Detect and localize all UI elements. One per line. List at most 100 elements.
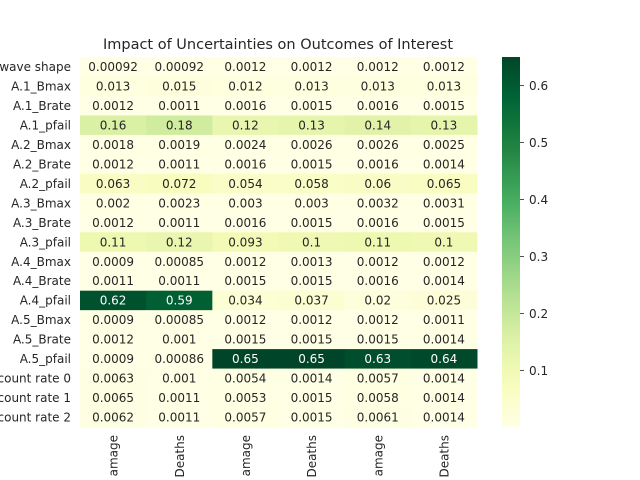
cell-value-label: 0.0011: [92, 274, 134, 288]
heatmap-cell: [278, 310, 346, 331]
heatmap-cell: [212, 232, 279, 253]
heatmap-cell: [410, 76, 478, 97]
cell-value-label: 0.0011: [158, 216, 200, 230]
heatmap-cell: [278, 134, 346, 155]
cell-value-label: 0.013: [427, 80, 461, 94]
heatmap-cell: [410, 368, 478, 389]
cell-value-label: 0.0015: [224, 274, 266, 288]
heatmap-cell: [278, 290, 346, 311]
column-tick-label: amage: [107, 435, 121, 476]
cell-value-label: 0.0057: [224, 411, 266, 425]
heatmap-cell: [278, 232, 346, 253]
heatmap-cell: [80, 368, 147, 389]
heatmap-cell: [80, 57, 147, 77]
row-tick-label: count rate 1: [0, 391, 71, 405]
cell-value-label: 0.0012: [291, 313, 333, 327]
heatmap-cell: [212, 271, 279, 292]
colorbar: 0.1 0.2 0.3 0.4 0.5 0.6: [502, 57, 548, 427]
row-tick-label: count rate 2: [0, 411, 71, 425]
colorbar-tick-label: 0.4: [529, 193, 548, 207]
cell-value-label: 0.16: [100, 118, 127, 132]
column-tick-label: Deaths: [173, 435, 187, 478]
heatmap-cell: [410, 115, 478, 136]
heatmap-cell: [80, 329, 147, 350]
heatmap-cell: [146, 154, 213, 175]
cell-value-label: 0.002: [96, 196, 130, 210]
cell-value-label: 0.012: [228, 80, 262, 94]
heatmap-cell: [344, 232, 412, 253]
cell-value-label: 0.054: [228, 177, 262, 191]
heatmap-cell: [212, 134, 279, 155]
cell-value-label: 0.0014: [423, 411, 465, 425]
row-tick-label: A.2_Bmax: [11, 138, 71, 152]
cell-value-label: 0.0023: [158, 196, 200, 210]
row-labels: wave shape A.1_Bmax A.1_Brate A.1_pfail A.2_…: [0, 60, 71, 425]
heatmap-cell: [344, 193, 412, 214]
heatmap-cell: [278, 193, 346, 214]
cell-value-label: 0.00085: [154, 255, 204, 269]
cell-value-label: 0.0015: [423, 216, 465, 230]
cell-value-label: 0.0012: [357, 313, 399, 327]
heatmap-cell: [410, 95, 478, 116]
heatmap-cells: 0.00092 0.00092 0.0012 0.0012 0.0012 0.0012 0.…: [80, 57, 478, 428]
heatmap-cell: [410, 271, 478, 292]
cell-value-label: 0.0062: [92, 411, 134, 425]
cell-value-label: 0.65: [298, 352, 325, 366]
heatmap-cell: [278, 388, 346, 409]
heatmap-cell: [80, 115, 147, 136]
heatmap-cell: [146, 368, 213, 389]
heatmap-cell: [80, 271, 147, 292]
heatmap-cell: [410, 310, 478, 331]
heatmap-cell: [344, 115, 412, 136]
cell-value-label: 0.00086: [154, 352, 204, 366]
cell-value-label: 0.0016: [224, 157, 266, 171]
cell-value-label: 0.0057: [357, 372, 399, 386]
cell-value-label: 0.0065: [92, 391, 134, 405]
heatmap-cell: [80, 134, 147, 155]
cell-value-label: 0.0014: [423, 274, 465, 288]
cell-value-label: 0.0009: [92, 313, 134, 327]
heatmap-cell: [146, 95, 213, 116]
cell-value-label: 0.0011: [158, 391, 200, 405]
cell-value-label: 0.63: [364, 352, 391, 366]
cell-value-label: 0.0015: [423, 99, 465, 113]
heatmap-cell: [146, 232, 213, 253]
cell-value-label: 0.12: [166, 235, 193, 249]
heatmap-cell: [344, 134, 412, 155]
cell-value-label: 0.0015: [357, 333, 399, 347]
heatmap-cell: [146, 290, 213, 311]
cell-value-label: 0.1: [302, 235, 321, 249]
heatmap-cell: [80, 173, 147, 194]
heatmap-cell: [146, 310, 213, 331]
heatmap-cell: [344, 251, 412, 272]
cell-value-label: 0.003: [228, 196, 262, 210]
cell-value-label: 0.072: [162, 177, 196, 191]
row-tick-label: A.3_Brate: [13, 216, 71, 230]
cell-value-label: 0.0053: [224, 391, 266, 405]
cell-value-label: 0.0024: [224, 138, 266, 152]
cell-value-label: 0.0016: [357, 157, 399, 171]
heatmap-cell: [344, 76, 412, 97]
heatmap-cell: [80, 193, 147, 214]
heatmap-cell: [80, 290, 147, 311]
heatmap-cell: [212, 95, 279, 116]
colorbar-tick-label: 0.5: [529, 136, 548, 150]
cell-value-label: 0.0031: [423, 196, 465, 210]
heatmap-cell: [278, 57, 346, 77]
cell-value-label: 0.0026: [291, 138, 333, 152]
heatmap-cell: [146, 76, 213, 97]
heatmap-cell: [80, 310, 147, 331]
heatmap-cell: [212, 57, 279, 77]
cell-value-label: 0.0015: [291, 333, 333, 347]
heatmap-cell: [410, 329, 478, 350]
cell-value-label: 0.14: [364, 118, 391, 132]
cell-value-label: 0.0014: [423, 391, 465, 405]
cell-value-label: 0.0019: [158, 138, 200, 152]
column-tick-label: amage: [371, 435, 385, 476]
heatmap-cell: [410, 154, 478, 175]
cell-value-label: 0.0014: [423, 333, 465, 347]
colorbar-tick-label: 0.6: [529, 79, 548, 93]
heatmap-cell: [344, 173, 412, 194]
row-tick-label: A.2_pfail: [20, 177, 71, 191]
